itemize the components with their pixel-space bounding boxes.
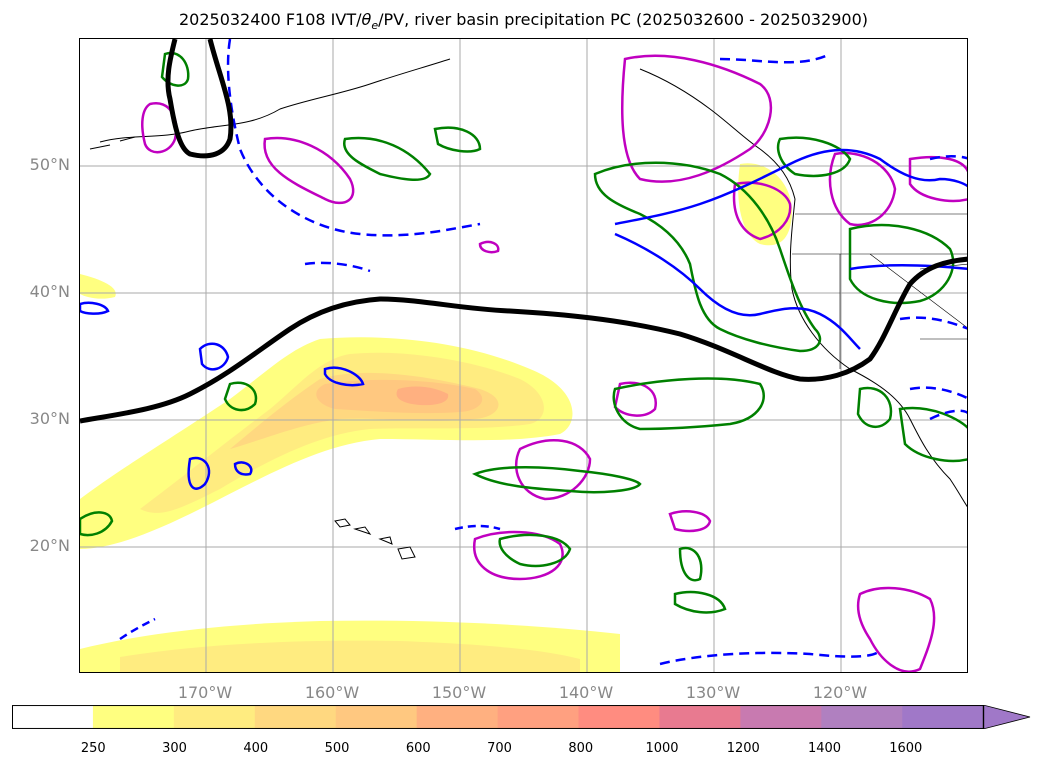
magenta-region-idaho: [828, 151, 897, 227]
green-region-south: [498, 533, 572, 568]
blue-dashed-south: [659, 649, 881, 666]
colorbar-swatch: [740, 705, 822, 729]
precip-green: [80, 51, 967, 614]
green-region-southeast-pacific: [678, 546, 703, 582]
blue-small-west: [80, 301, 110, 315]
lon-label-150w: 150°W: [431, 683, 487, 702]
magenta-region-washington: [732, 181, 792, 241]
blue-solid-west-1: [198, 342, 230, 371]
magenta-region-southeast: [472, 530, 564, 581]
magenta-region-gulf-alaska-west: [263, 136, 355, 205]
coast-aleutian-islands: [89, 136, 136, 150]
green-region-subtropical-east: [612, 377, 765, 431]
ivt-peak-600: [396, 386, 449, 406]
green-region-central: [472, 466, 642, 494]
pv-contour: [80, 39, 967, 424]
lat-label-20n: 20°N: [29, 536, 70, 555]
colorbar-tick-label: 1200: [726, 741, 760, 756]
blue-dashed-north-2: [304, 261, 371, 273]
blue-solid-hawaii-2: [233, 461, 253, 476]
blue-solid-west-2: [323, 366, 365, 387]
green-region-west-edge: [80, 511, 114, 537]
colorbar-tick-label: 300: [162, 741, 187, 756]
colorbar-tick-label: 1000: [645, 741, 679, 756]
coast-west-coast-us: [789, 198, 967, 508]
green-region-alberta: [776, 136, 852, 178]
colorbar-tick-label: 600: [405, 741, 431, 756]
pv-contour-main: [80, 256, 967, 424]
blue-dashed-north-1: [226, 39, 481, 237]
lon-label-170w: 170°W: [177, 683, 233, 702]
map-panel: [79, 38, 968, 673]
ivt-shading: [80, 163, 792, 672]
lat-label-30n: 30°N: [29, 409, 70, 428]
colorbar-swatch: [173, 705, 256, 729]
pv-contour-north: [165, 39, 234, 159]
title-suffix: /PV, river basin precipitation PC (20250…: [378, 10, 869, 29]
green-region-us-interior: [848, 223, 955, 305]
green-region-south-pacific: [673, 590, 727, 614]
green-region-northeast-pacific: [593, 161, 822, 353]
green-region-far-east: [898, 406, 967, 463]
colorbar-extend-arrow: [982, 705, 1031, 729]
colorbar-swatch: [335, 705, 418, 729]
colorbar-outline: [12, 705, 985, 729]
blue-dashed-sw: [119, 617, 156, 641]
colorbar-tick-label: 800: [568, 741, 594, 756]
lon-label-160w: 160°W: [304, 683, 360, 702]
blue-dashed-mid: [454, 524, 501, 531]
lon-label-130w: 130°W: [685, 683, 741, 702]
colorbar-swatch: [659, 705, 741, 729]
colorbar-tick-label: 1600: [889, 741, 923, 756]
colorbar-tick-label: 700: [487, 741, 512, 756]
colorbar-swatch: [254, 705, 337, 729]
lon-label-140w: 140°W: [558, 683, 614, 702]
magenta-region-subtropical: [514, 439, 592, 501]
colorbar-tick-label: 400: [243, 741, 269, 756]
blue-solid-hawaii-1: [187, 456, 211, 490]
blue-solid-interior: [849, 264, 967, 271]
colorbar-swatch: [578, 705, 660, 729]
colorbar-tick-label: 500: [324, 741, 350, 756]
blue-dashed-east: [899, 155, 967, 421]
colorbar-tick-label: 1400: [807, 741, 842, 756]
colorbar-swatch: [416, 705, 499, 729]
colorbar: [12, 705, 1031, 729]
magenta-region-baja: [856, 586, 936, 672]
ivt-band-west: [80, 274, 116, 299]
map-svg: [80, 39, 967, 672]
blue-dashed-north-3: [719, 52, 831, 64]
precip-magenta: [141, 54, 967, 672]
lon-label-120w: 120°W: [812, 683, 868, 702]
green-region-west-pacific: [223, 381, 258, 412]
colorbar-swatch: [92, 705, 175, 729]
coast-alaska: [99, 58, 451, 143]
magenta-region-south-central: [668, 510, 712, 533]
blue-solid-ne-pacific: [614, 148, 967, 226]
green-region-gulf-alaska: [343, 136, 432, 181]
colorbar-swatch: [902, 705, 984, 729]
ivt-band-south-inner: [120, 640, 580, 672]
green-region-north-pacific: [433, 126, 482, 153]
magenta-small-blob: [478, 240, 500, 254]
lat-label-40n: 40°N: [29, 282, 70, 301]
colorbar-swatch: [497, 705, 580, 729]
colorbar-swatch: [12, 705, 94, 729]
title-theta: θ: [361, 10, 372, 29]
magenta-region-bc-coast: [620, 54, 773, 183]
colorbar-tick-label: 250: [80, 741, 106, 756]
colorbar-swatch: [821, 705, 903, 729]
lat-label-50n: 50°N: [29, 155, 70, 174]
theta-e-contours: [80, 39, 967, 666]
hawaii-islands: [334, 518, 416, 560]
green-region-mexico: [856, 386, 893, 428]
graticule: [80, 39, 967, 672]
title-prefix: 2025032400 F108 IVT/: [178, 10, 362, 29]
title-theta-sub: e: [371, 19, 379, 33]
blue-solid-coast: [614, 232, 861, 350]
map-title: 2025032400 F108 IVT/θe/PV, river basin p…: [0, 10, 1047, 32]
